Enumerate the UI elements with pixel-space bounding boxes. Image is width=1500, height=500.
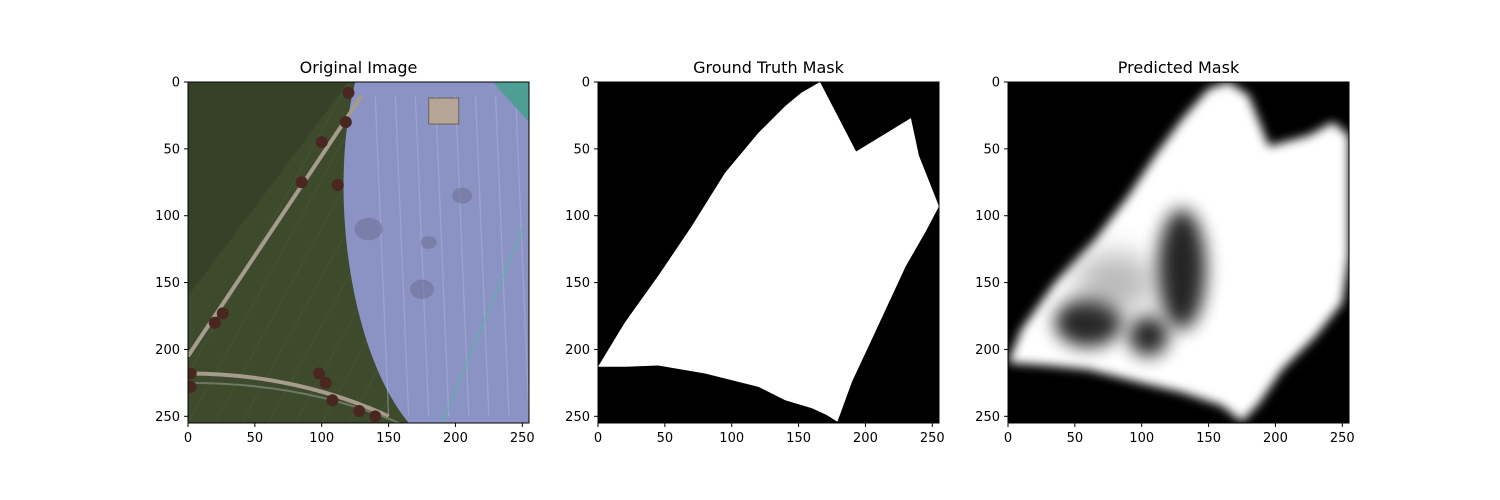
axes-frame [187, 81, 530, 424]
tree [216, 307, 229, 320]
soil-patch [420, 236, 437, 249]
panel-title: Ground Truth Mask [693, 58, 845, 77]
soil-streak [494, 95, 510, 417]
soil-streak [474, 95, 490, 417]
ground-truth-region [598, 82, 939, 422]
predicted-dark-patch [1128, 316, 1169, 357]
y-tick-label: 100 [155, 209, 180, 224]
x-tick-label: 50 [247, 431, 264, 446]
tree [313, 367, 326, 380]
tree [339, 116, 352, 129]
y-tick-label: 250 [155, 410, 180, 425]
y-tick-label: 200 [565, 343, 590, 358]
y-tick-label: 200 [975, 343, 1000, 358]
y-tick-label: 250 [975, 410, 1000, 425]
y-tick-label: 50 [983, 142, 1000, 157]
x-tick-label: 50 [657, 431, 674, 446]
axes-frame [597, 81, 940, 424]
x-tick-label: 0 [594, 431, 602, 446]
tree [369, 410, 382, 423]
field-stripe [188, 82, 376, 423]
x-tick-label: 200 [853, 431, 878, 446]
panel-title: Predicted Mask [1118, 58, 1240, 77]
image-area [1008, 82, 1349, 423]
soil-streak [374, 95, 390, 417]
tree [342, 86, 355, 99]
y-tick-label: 150 [155, 276, 180, 291]
y-tick-label: 50 [573, 142, 590, 157]
y-tick-label: 250 [565, 410, 590, 425]
x-tick-label: 150 [786, 431, 811, 446]
soil-streak [394, 95, 410, 417]
tree [353, 404, 366, 417]
image-area [598, 82, 939, 423]
tree [331, 178, 344, 191]
canal [441, 228, 524, 423]
x-tick-label: 200 [443, 431, 468, 446]
tree [295, 176, 308, 189]
water-area [492, 82, 529, 123]
x-tick-label: 100 [719, 431, 744, 446]
bottom-road [188, 371, 390, 419]
y-tick-label: 200 [155, 343, 180, 358]
x-tick-label: 0 [184, 431, 192, 446]
tree [326, 394, 339, 407]
y-tick-label: 150 [975, 276, 1000, 291]
panel-3: Predicted Mask 0 50 100 150 200 250 0 50 100 150 20… [975, 58, 1355, 446]
y-tick-label: 100 [975, 209, 1000, 224]
x-tick-label: 200 [1263, 431, 1288, 446]
y-tick-label: 50 [163, 142, 180, 157]
tree [188, 380, 197, 393]
panel-1: Original Image 0 50 100 150 200 250 0 50 100 150 20… [155, 58, 535, 446]
soil-area [343, 82, 529, 423]
tree [319, 376, 332, 389]
panel-2: Ground Truth Mask 0 50 100 150 200 250 0 50 100 15… [565, 58, 945, 446]
tree [188, 367, 197, 380]
x-tick-label: 150 [1196, 431, 1221, 446]
field-dark-area [188, 82, 349, 296]
axes-frame [1007, 81, 1350, 424]
soil-streak [434, 95, 450, 417]
y-tick-label: 0 [582, 76, 590, 91]
x-tick-label: 250 [1330, 431, 1355, 446]
soil-patch [452, 187, 473, 204]
soil-patch [410, 279, 435, 299]
tree [315, 136, 328, 149]
y-tick-label: 150 [565, 276, 590, 291]
building-roof [428, 98, 459, 125]
soil-streak [515, 95, 529, 417]
image-area [188, 82, 529, 423]
soil-streak [414, 95, 430, 417]
x-tick-label: 250 [510, 431, 535, 446]
predicted-gray-haze [1074, 252, 1155, 313]
x-tick-label: 0 [1004, 431, 1012, 446]
soil-patch [354, 217, 383, 241]
panel-title: Original Image [300, 58, 418, 77]
building-outline [428, 97, 460, 125]
y-tick-label: 0 [992, 76, 1000, 91]
x-tick-label: 150 [376, 431, 401, 446]
x-tick-label: 100 [309, 431, 334, 446]
tree [208, 316, 221, 329]
y-tick-label: 0 [172, 76, 180, 91]
x-tick-label: 50 [1067, 431, 1084, 446]
x-tick-label: 250 [920, 431, 945, 446]
y-tick-label: 100 [565, 209, 590, 224]
predicted-dark-patch [1157, 209, 1206, 330]
x-tick-label: 100 [1129, 431, 1154, 446]
